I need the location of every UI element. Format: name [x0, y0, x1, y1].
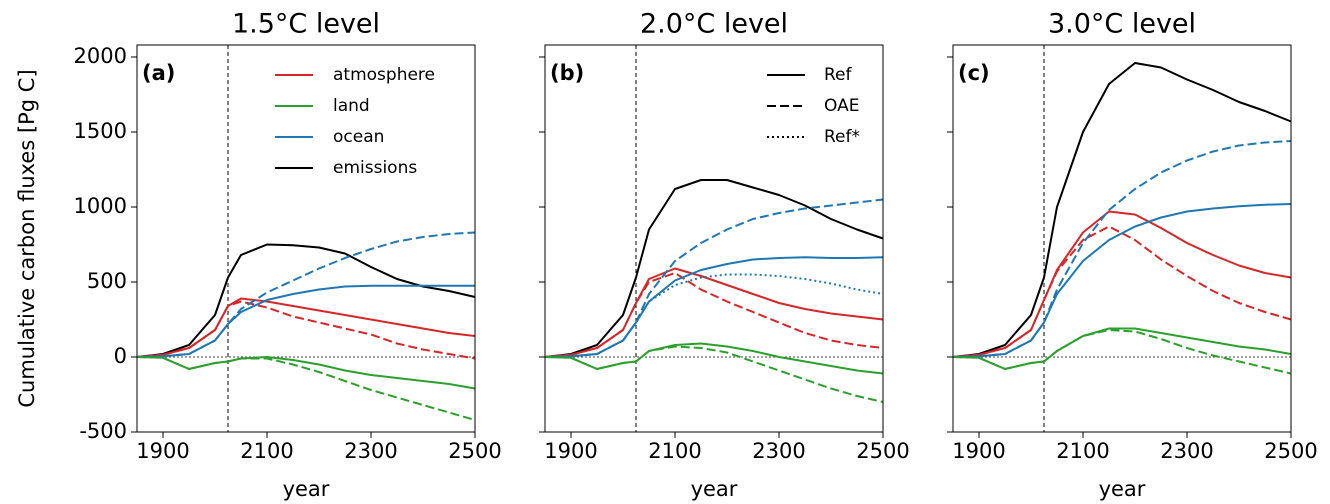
series-line: [544, 198, 884, 358]
x-tick-label: 1900: [544, 439, 597, 463]
plot-frame: [136, 44, 476, 433]
y-tick-label: 500: [87, 269, 127, 293]
series-line: [952, 225, 1292, 358]
legend-label: Ref: [824, 65, 853, 85]
x-tick-label: 2300: [752, 439, 805, 463]
x-tick-label: 2100: [240, 439, 293, 463]
x-tick-label: 2300: [1160, 439, 1213, 463]
legend-label: emissions: [333, 158, 417, 178]
legend-label: Ref*: [824, 127, 860, 147]
series-line: [136, 243, 476, 358]
x-axis-label: year: [691, 477, 738, 501]
y-axis-label: Cumulative carbon fluxes [Pg C]: [15, 69, 39, 407]
plot-frame: [544, 44, 884, 433]
series-line: [952, 140, 1292, 358]
series-line: [544, 342, 884, 375]
series-line: [136, 284, 475, 358]
series-line: [952, 329, 1292, 375]
x-tick-label: 1900: [136, 439, 189, 463]
series-line: [952, 203, 1292, 358]
legend-label: OAE: [824, 96, 859, 116]
x-tick-label: 2500: [1264, 439, 1317, 463]
x-tick-label: 2300: [344, 439, 397, 463]
series-line: [544, 267, 884, 358]
panel-label: (b): [550, 61, 584, 85]
panel-label: (a): [142, 61, 175, 85]
series-line: [544, 272, 884, 358]
series-line: [136, 300, 476, 360]
plot-frame: [952, 44, 1292, 433]
legend-label: ocean: [333, 127, 384, 147]
x-tick-label: 2500: [448, 439, 501, 463]
series-line: [544, 273, 884, 358]
series-line: [952, 327, 1292, 370]
series-line: [952, 210, 1292, 358]
y-tick-label: 1000: [74, 194, 127, 218]
y-tick-label: 1500: [74, 119, 127, 143]
x-tick-label: 2500: [856, 439, 909, 463]
x-tick-label: 2100: [648, 439, 701, 463]
legend-label: land: [333, 96, 370, 116]
y-tick-label: 0: [114, 344, 127, 368]
panel-label: (c): [958, 61, 990, 85]
series-line: [136, 356, 476, 421]
x-tick-label: 2100: [1056, 439, 1109, 463]
series-line: [544, 179, 884, 358]
legend-label: atmosphere: [333, 65, 435, 85]
series-line: [136, 231, 476, 358]
series-line: [952, 62, 1292, 358]
x-axis-label: year: [283, 477, 330, 501]
series-line: [544, 256, 884, 358]
x-tick-label: 1900: [952, 439, 1005, 463]
chart-title: 2.0°C level: [640, 9, 788, 40]
series-line: [136, 297, 476, 358]
y-tick-label: -500: [79, 419, 127, 443]
x-axis-label: year: [1099, 477, 1146, 501]
series-line: [544, 345, 884, 403]
series-line: [136, 356, 476, 390]
y-tick-label: 2000: [74, 44, 127, 68]
chart-title: 1.5°C level: [232, 9, 380, 40]
chart-title: 3.0°C level: [1048, 9, 1196, 40]
